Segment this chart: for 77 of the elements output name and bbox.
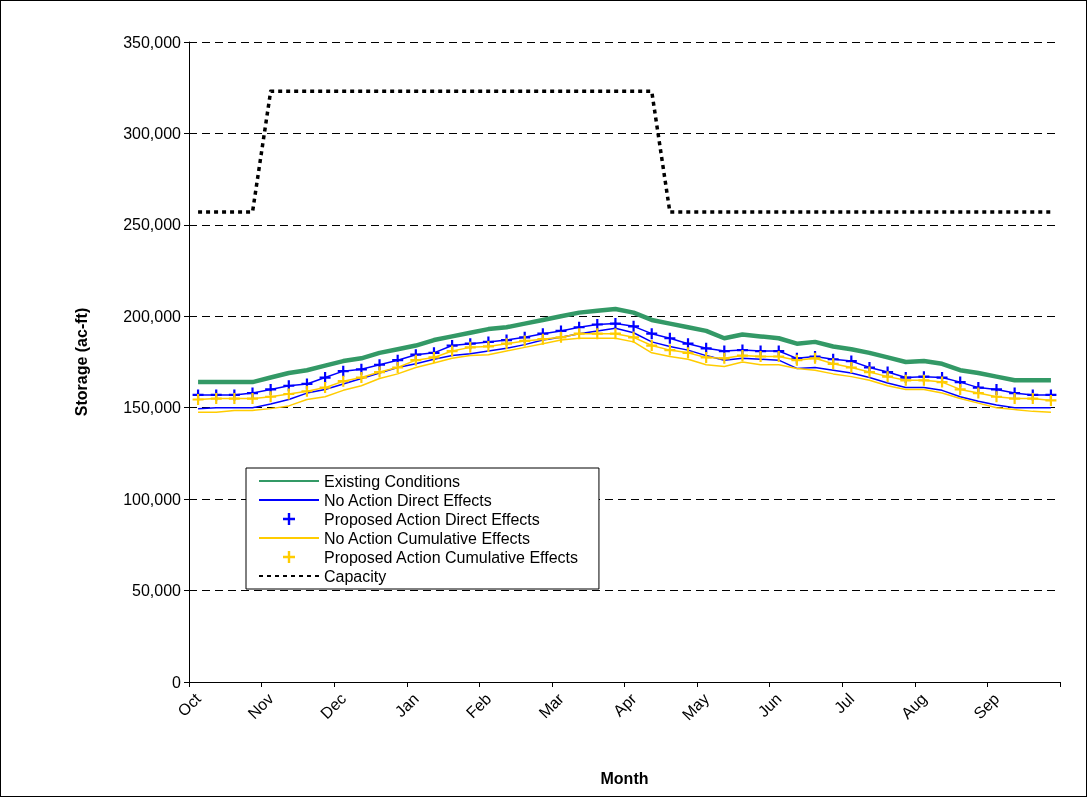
legend-label: Proposed Action Cumulative Effects <box>324 548 579 566</box>
point <box>882 371 894 383</box>
point <box>936 376 948 388</box>
point <box>990 391 1002 403</box>
point <box>355 372 367 384</box>
y-axis-title: Storage (ac-ft) <box>72 307 90 417</box>
point <box>718 352 730 364</box>
point <box>265 391 277 403</box>
point <box>192 393 204 405</box>
point <box>501 338 513 350</box>
point <box>646 340 658 352</box>
y-tick-label: 100,000 <box>123 490 182 508</box>
y-tick-label: 350,000 <box>123 33 182 51</box>
x-axis-title: Month <box>600 769 649 787</box>
y-tick-label: 250,000 <box>123 216 182 234</box>
y-tick-label: 200,000 <box>123 307 182 325</box>
y-tick-label: 150,000 <box>123 399 182 417</box>
point <box>1027 393 1039 405</box>
point <box>537 333 549 345</box>
x-tick-label: Jun <box>754 689 785 721</box>
legend-label: No Action Direct Effects <box>324 491 492 509</box>
x-tick-label: Nov <box>244 689 277 723</box>
point <box>573 328 585 340</box>
x-tick-label: Aug <box>897 689 930 723</box>
point <box>628 320 640 332</box>
y-tick-label: 0 <box>172 673 182 691</box>
x-tick-label: Jan <box>391 689 422 721</box>
x-tick-label: Jul <box>830 689 858 717</box>
point <box>863 366 875 378</box>
point <box>337 375 349 387</box>
x-tick-label: Feb <box>462 689 495 722</box>
point <box>628 331 640 343</box>
point <box>1045 394 1057 406</box>
point <box>228 393 240 405</box>
point <box>954 383 966 395</box>
point <box>428 351 440 363</box>
point <box>283 388 295 400</box>
legend-label: No Action Cumulative Effects <box>324 529 531 547</box>
point <box>410 354 422 366</box>
point <box>392 361 404 373</box>
legend-label: Capacity <box>324 567 387 585</box>
point <box>664 344 676 356</box>
point <box>755 351 767 363</box>
point <box>1009 393 1021 405</box>
legend-label: Proposed Action Direct Effects <box>324 510 540 528</box>
x-tick-label: Dec <box>317 689 350 723</box>
x-tick-label: Oct <box>174 689 205 720</box>
point <box>736 350 748 362</box>
x-tick-label: May <box>678 689 713 724</box>
point <box>664 332 676 344</box>
y-tick-label: 50,000 <box>132 582 182 600</box>
y-tick-label: 300,000 <box>123 124 182 142</box>
point <box>374 366 386 378</box>
point <box>210 393 222 405</box>
point <box>773 351 785 363</box>
point <box>972 387 984 399</box>
point <box>555 331 567 343</box>
x-tick-label: Sep <box>970 689 1003 723</box>
point <box>519 335 531 347</box>
point <box>319 372 331 384</box>
x-tick-label: Mar <box>535 689 568 722</box>
point <box>591 328 603 340</box>
point <box>446 345 458 357</box>
point <box>591 319 603 331</box>
point <box>482 340 494 352</box>
point <box>845 361 857 373</box>
point <box>646 328 658 340</box>
point <box>319 382 331 394</box>
x-tick-label: Apr <box>609 689 641 720</box>
point <box>827 358 839 370</box>
point <box>682 347 694 359</box>
point <box>301 385 313 397</box>
point <box>247 393 259 405</box>
legend-label: Existing Conditions <box>324 472 461 490</box>
point <box>609 328 621 340</box>
line-series <box>195 306 1054 385</box>
point <box>700 351 712 363</box>
